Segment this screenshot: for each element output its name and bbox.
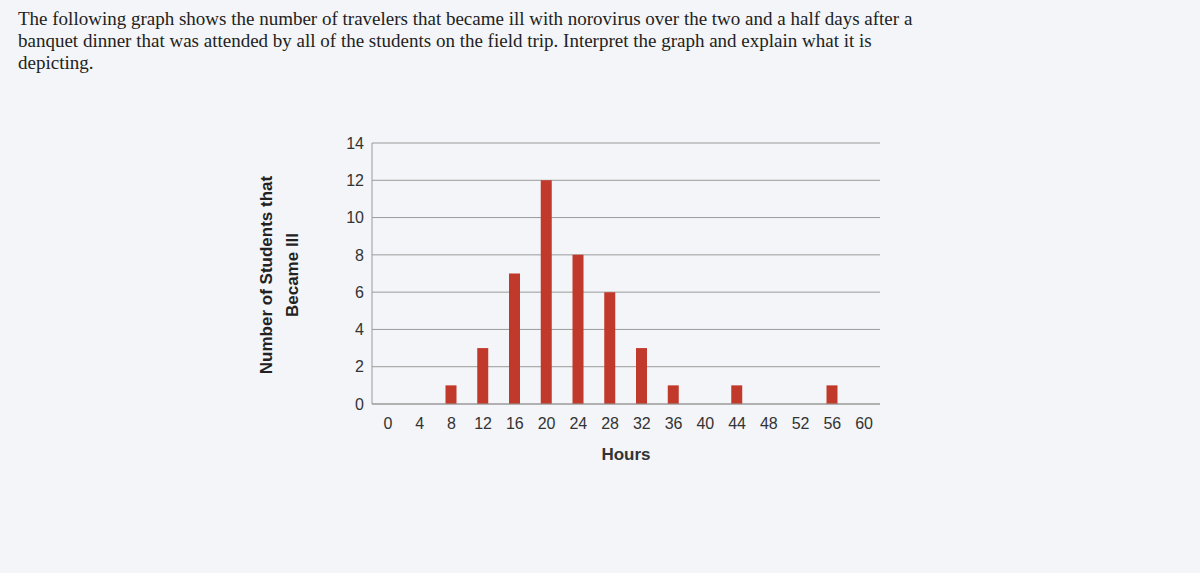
svg-text:0: 0 (355, 396, 364, 413)
html-text:banquet dinner that was attend: banquet dinner that was attended by all … (18, 30, 872, 51)
svg-text:12: 12 (474, 415, 492, 432)
svg-text:8: 8 (355, 247, 364, 264)
svg-text:32: 32 (633, 415, 651, 432)
html-text:depicting.: depicting. (18, 52, 94, 73)
svg-text:4: 4 (355, 321, 364, 338)
svg-text:10: 10 (346, 209, 364, 226)
svg-text:40: 40 (696, 415, 714, 432)
html-text:The following graph shows the: The following graph shows the number of … (18, 8, 913, 29)
svg-text:8: 8 (447, 415, 456, 432)
svg-text:36: 36 (665, 415, 683, 432)
svg-text:6: 6 (355, 284, 364, 301)
svg-text:Became Ill: Became Ill (283, 233, 302, 317)
svg-text:0: 0 (383, 415, 392, 432)
svg-text:52: 52 (792, 415, 810, 432)
svg-text:2: 2 (355, 358, 364, 375)
svg-text:4: 4 (415, 415, 424, 432)
svg-text:12: 12 (346, 172, 364, 189)
svg-text:Hours: Hours (601, 445, 650, 464)
svg-text:Number of Students that: Number of Students that (257, 176, 276, 375)
svg-text:28: 28 (601, 415, 619, 432)
svg-text:44: 44 (728, 415, 746, 432)
svg-text:60: 60 (855, 415, 873, 432)
svg-text:14: 14 (346, 135, 364, 152)
svg-text:20: 20 (538, 415, 556, 432)
svg-text:48: 48 (760, 415, 778, 432)
svg-text:56: 56 (823, 415, 841, 432)
svg-text:24: 24 (569, 415, 587, 432)
svg-text:16: 16 (506, 415, 524, 432)
